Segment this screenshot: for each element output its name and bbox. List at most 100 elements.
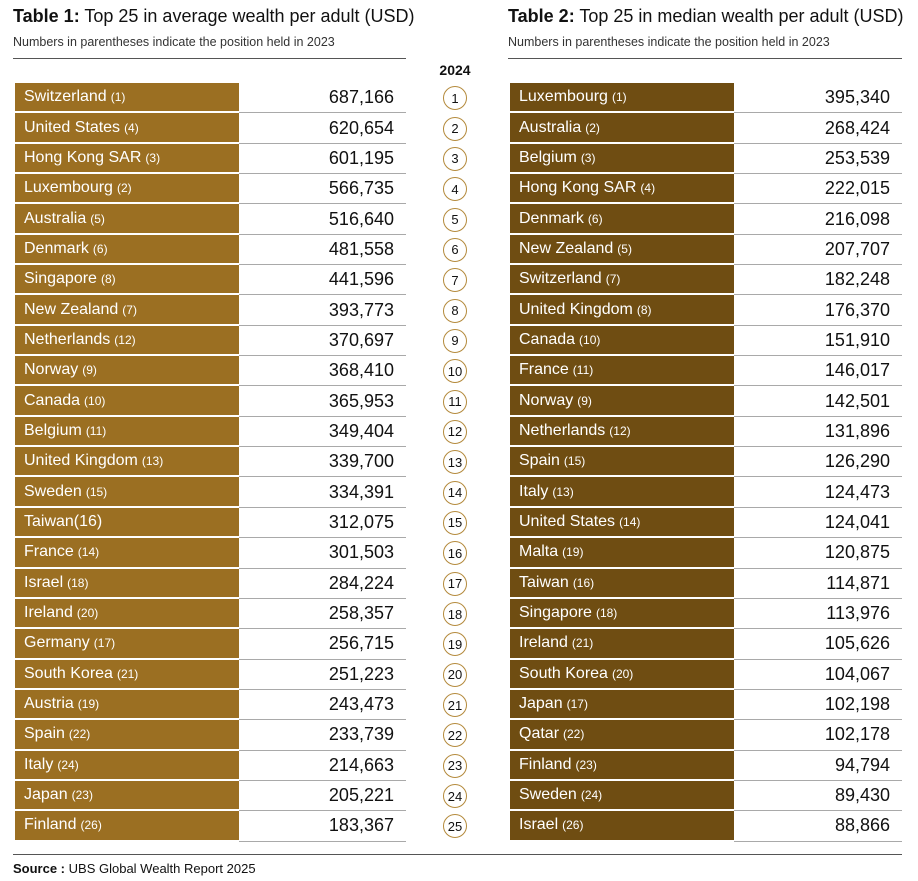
table-row: Finland (26) 183,367 (13, 811, 406, 842)
previous-position: (26) (80, 818, 102, 833)
country-cell: Austria (19) (15, 689, 239, 721)
rank-badge: 7 (443, 268, 467, 293)
wealth-value: 368,410 (239, 356, 406, 387)
country-name: Norway (24, 361, 79, 379)
country-name: France (24, 543, 74, 561)
table-row: New Zealand (7) 393,773 (13, 295, 406, 326)
wealth-value: 256,715 (239, 629, 406, 660)
rank-row: 12 (418, 417, 492, 447)
wealth-value: 349,404 (239, 417, 406, 448)
rank-row: 4 (418, 174, 492, 204)
wealth-value: 120,875 (734, 538, 902, 569)
country-cell: Denmark (6) (510, 204, 734, 235)
table2-subtitle: Numbers in parentheses indicate the posi… (508, 35, 830, 49)
table-row: Italy (13) 124,473 (508, 477, 902, 508)
country-cell: Australia (5) (15, 204, 239, 235)
wealth-value: 114,871 (734, 569, 902, 599)
table-row: Ireland (21) 105,626 (508, 629, 902, 660)
country-name: Taiwan(16) (24, 512, 103, 530)
source-label: Source : (13, 861, 66, 876)
country-name: Switzerland (24, 88, 107, 106)
rank-row: 18 (418, 599, 492, 629)
wealth-value: 243,473 (239, 690, 406, 721)
wealth-value: 395,340 (734, 83, 902, 114)
table-row: Sweden (15) 334,391 (13, 477, 406, 508)
country-cell: Norway (9) (510, 386, 734, 417)
previous-position: (21) (116, 666, 139, 681)
rank-badge: 12 (443, 419, 467, 444)
rank-row: 1 (418, 83, 492, 113)
rank-badge: 13 (443, 450, 467, 475)
previous-position: (6) (92, 241, 108, 256)
wealth-value: 88,866 (734, 811, 902, 842)
country-name: South Korea (519, 664, 608, 682)
wealth-value: 183,367 (239, 811, 406, 842)
country-name: United Kingdom (24, 452, 138, 470)
country-cell: Finland (23) (510, 750, 734, 781)
rank-badge: 24 (443, 784, 467, 809)
wealth-value: 268,424 (734, 113, 902, 144)
previous-position: (3) (580, 150, 596, 165)
table-row: Israel (18) 284,224 (13, 568, 406, 599)
country-name: New Zealand (519, 239, 614, 257)
rank-row: 19 (418, 629, 492, 659)
rank-row: 17 (418, 569, 492, 599)
table1-title-text: Top 25 in average wealth per adult (USD) (84, 6, 415, 26)
country-name: Finland (24, 816, 77, 834)
country-name: United States (519, 512, 616, 530)
previous-position: (2) (585, 120, 600, 135)
country-name: Sweden (519, 786, 577, 804)
previous-position: (20) (611, 666, 634, 681)
country-name: France (519, 361, 569, 379)
rank-badge: 11 (443, 389, 467, 414)
table-row: Luxembourg (2) 566,735 (13, 174, 406, 205)
table-row: New Zealand (5) 207,707 (508, 234, 902, 266)
wealth-value: 142,501 (734, 386, 902, 417)
previous-position: (2) (116, 181, 132, 196)
country-cell: Belgium (3) (510, 143, 734, 175)
country-cell: New Zealand (5) (510, 234, 734, 266)
country-cell: France (11) (510, 356, 734, 387)
rank-row: 6 (418, 235, 492, 265)
rank-badge: 9 (443, 328, 467, 353)
previous-position: (17) (566, 697, 588, 712)
country-name: Ireland (519, 634, 568, 652)
table-row: United Kingdom (13) 339,700 (13, 447, 406, 478)
table-row: United Kingdom (8) 176,370 (508, 295, 902, 326)
country-name: Denmark (24, 239, 89, 257)
wealth-value: 365,953 (239, 386, 406, 417)
country-name: Germany (24, 634, 90, 652)
country-cell: Italy (13) (510, 477, 734, 508)
country-name: Japan (519, 695, 563, 713)
rank-badge: 3 (443, 146, 467, 171)
table2-top-rule (508, 58, 902, 59)
rank-row: 13 (418, 447, 492, 477)
country-name: Netherlands (24, 330, 111, 348)
wealth-value: 370,697 (239, 326, 406, 357)
wealth-value: 601,195 (239, 144, 406, 175)
country-name: Ireland (24, 604, 73, 622)
previous-position: (6) (587, 211, 603, 226)
previous-position: (17) (93, 636, 116, 651)
country-cell: Sweden (24) (510, 780, 734, 812)
country-cell: United States (4) (15, 113, 239, 144)
table-row: Ireland (20) 258,357 (13, 598, 406, 630)
rank-row: 21 (418, 690, 492, 720)
country-name: Italy (519, 482, 549, 500)
table-row: South Korea (21) 251,223 (13, 659, 406, 690)
country-name: Australia (24, 209, 87, 227)
table-row: Austria (19) 243,473 (13, 689, 406, 721)
table-row: South Korea (20) 104,067 (508, 659, 902, 690)
table2-label: Table 2: (508, 6, 575, 26)
previous-position: (22) (563, 727, 585, 742)
table-row: Italy (24) 214,663 (13, 750, 406, 781)
rank-row: 9 (418, 326, 492, 356)
country-cell: France (14) (15, 538, 239, 569)
country-cell: United Kingdom (13) (15, 447, 239, 478)
country-cell: Spain (15) (510, 447, 734, 478)
previous-position: (13) (552, 484, 574, 499)
year-heading: 2024 (439, 62, 471, 78)
rank-row: 14 (418, 477, 492, 507)
wealth-value: 253,539 (734, 144, 902, 175)
table-row: Japan (23) 205,221 (13, 780, 406, 812)
